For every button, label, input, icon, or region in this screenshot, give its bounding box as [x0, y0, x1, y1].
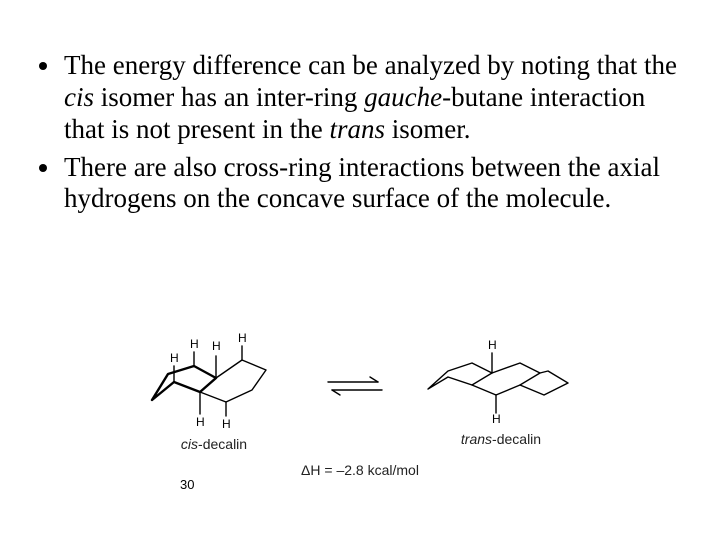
diagram-area: H H H H H H cis-decalin — [0, 320, 720, 480]
bullet-item: The energy difference can be analyzed by… — [62, 50, 684, 146]
svg-text:H: H — [492, 412, 501, 425]
trans-decalin-structure: H H — [416, 325, 586, 425]
svg-text:H: H — [238, 331, 247, 345]
trans-decalin-block: H H trans-decalin — [416, 325, 586, 447]
italic-text: trans — [329, 114, 385, 144]
delta-h-label: ΔH = –2.8 kcal/mol — [134, 462, 586, 478]
bullet-item: There are also cross-ring interactions b… — [62, 152, 684, 216]
trans-caption: trans-decalin — [461, 431, 541, 447]
caption-italic: cis — [181, 436, 198, 452]
decalin-diagram: H H H H H H cis-decalin — [134, 320, 586, 478]
svg-text:H: H — [222, 417, 231, 430]
delta-h-symbol: ΔH — [301, 462, 320, 478]
cis-decalin-structure: H H H H H H — [134, 320, 294, 430]
molecule-row: H H H H H H cis-decalin — [134, 320, 586, 452]
svg-text:H: H — [170, 351, 179, 365]
equilibrium-arrow-icon — [320, 371, 390, 401]
italic-text: cis — [64, 82, 94, 112]
caption-text: -decalin — [492, 431, 541, 447]
italic-text: gauche — [364, 82, 442, 112]
text: There are also cross-ring interactions b… — [64, 152, 660, 214]
caption-text: -decalin — [198, 436, 247, 452]
slide: The energy difference can be analyzed by… — [0, 0, 720, 540]
bullet-list: The energy difference can be analyzed by… — [36, 50, 684, 215]
cis-caption: cis-decalin — [181, 436, 247, 452]
caption-italic: trans — [461, 431, 492, 447]
text: The energy difference can be analyzed by… — [64, 50, 677, 80]
svg-text:H: H — [212, 339, 221, 353]
cis-decalin-block: H H H H H H cis-decalin — [134, 320, 294, 452]
svg-text:H: H — [488, 338, 497, 352]
delta-h-value: = –2.8 kcal/mol — [321, 462, 419, 478]
text: isomer has an inter-ring — [94, 82, 364, 112]
page-number: 30 — [180, 477, 194, 492]
svg-text:H: H — [190, 337, 199, 351]
text: isomer. — [385, 114, 471, 144]
svg-text:H: H — [196, 415, 205, 429]
